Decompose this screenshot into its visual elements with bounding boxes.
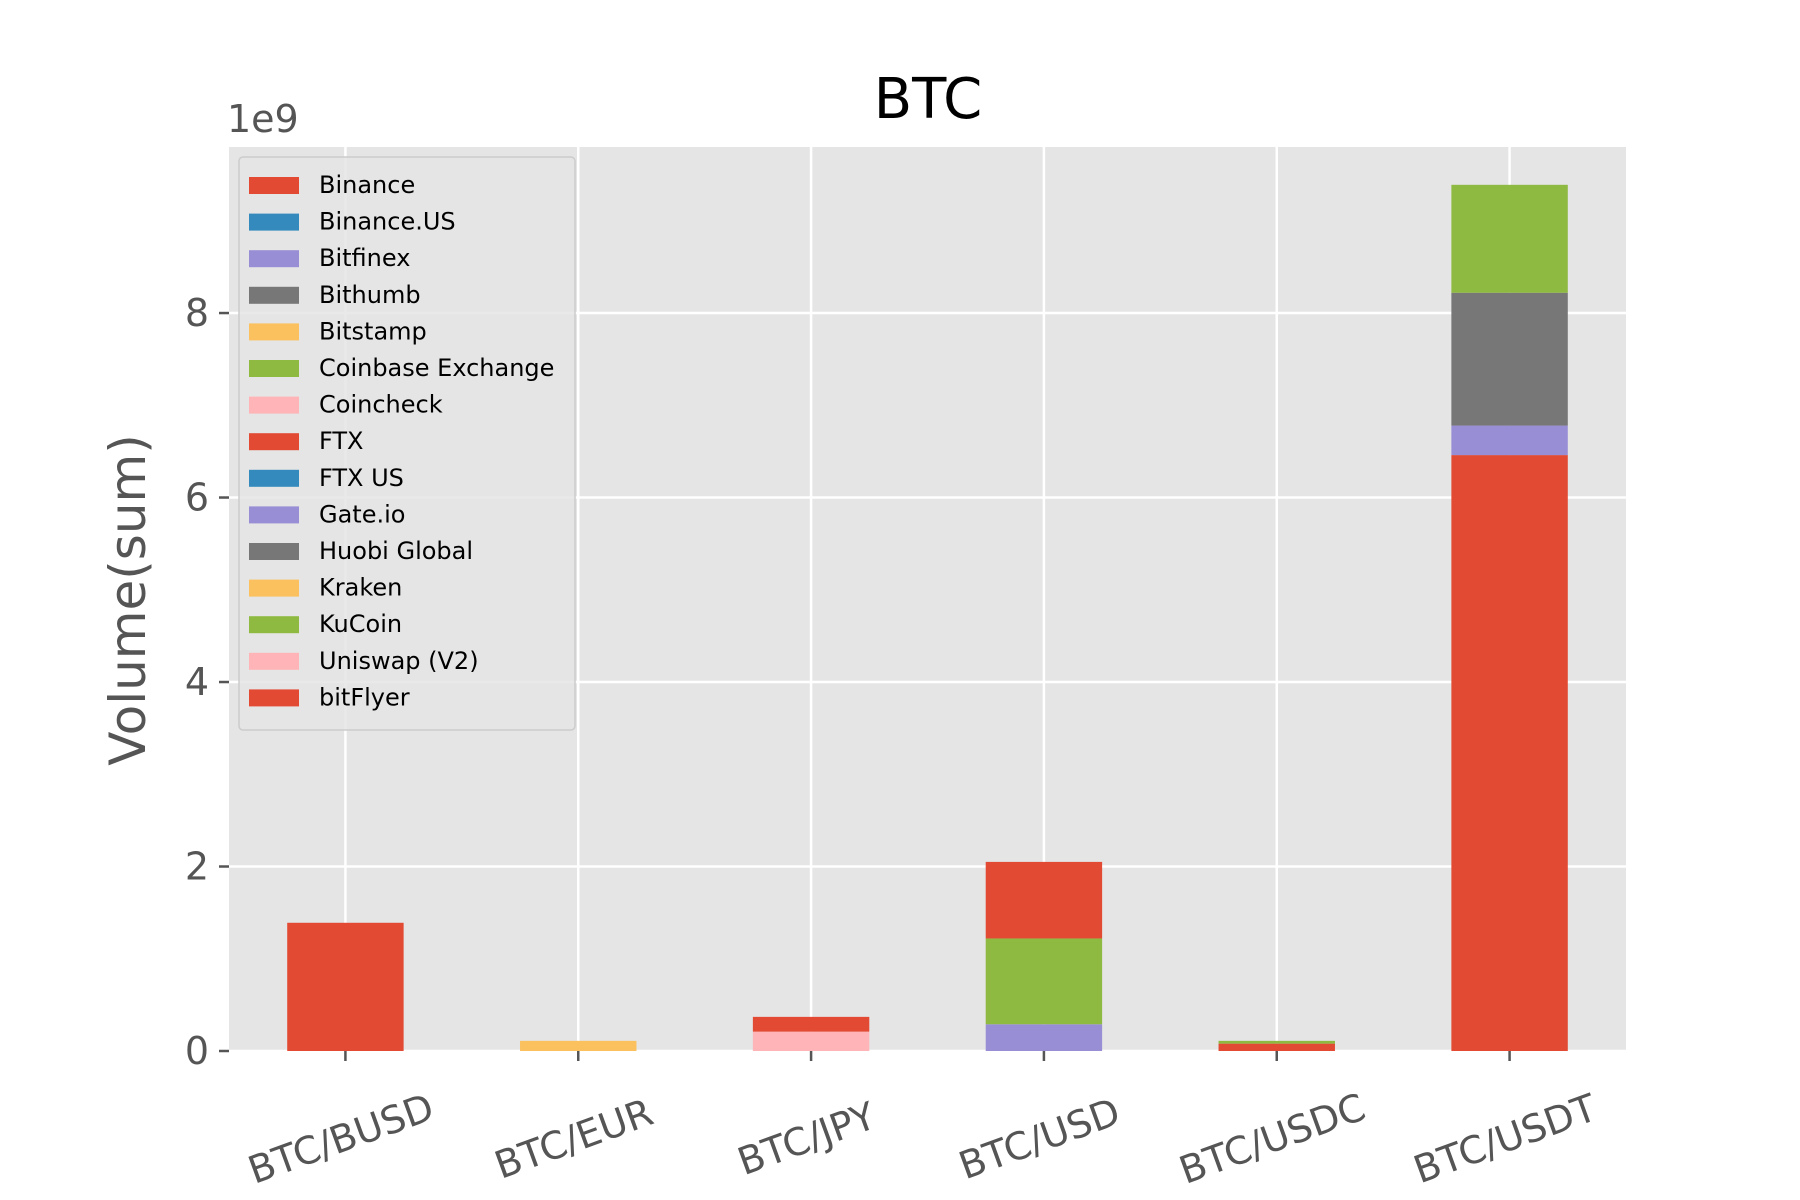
legend: Binance Binance.US Bitfinex Bithumb Bitstamp…	[238, 156, 576, 731]
legend-swatch	[249, 652, 299, 670]
legend-swatch	[249, 177, 299, 194]
legend-label: bitFlyer	[319, 683, 410, 711]
legend-swatch	[249, 286, 299, 304]
legend-label: Gate.io	[319, 500, 405, 528]
x-tick-label: BTC/USDT	[1408, 1085, 1603, 1192]
legend-label: Kraken	[319, 574, 402, 602]
bar-segment-kucoin-btc-usdt	[1451, 184, 1568, 293]
y-tick-label: 6	[185, 476, 209, 520]
legend-label: Bitfinex	[319, 244, 410, 272]
bar-segment-binance-btc-busd	[287, 922, 404, 1051]
legend-swatch	[249, 543, 299, 560]
legend-label: Bitstamp	[319, 317, 427, 345]
legend-label: FTX US	[319, 464, 404, 492]
legend-label: FTX	[319, 427, 363, 455]
x-tick-label: BTC/BUSD	[242, 1085, 439, 1193]
y-multiplier-label: 1e9	[227, 97, 299, 141]
bar-segment-coincheck-btc-jpy	[752, 1031, 870, 1051]
bar-segment-bitfinex-btc-usdt	[1451, 425, 1568, 456]
bar-segment-bitfinex-btc-usd	[985, 1024, 1103, 1051]
y-tick-label: 4	[185, 660, 209, 704]
y-tick-label: 8	[185, 291, 209, 335]
legend-label: KuCoin	[319, 610, 402, 638]
legend-box	[238, 156, 576, 731]
legend-swatch	[249, 396, 299, 414]
x-tick-label: BTC/USD	[953, 1089, 1126, 1188]
legend-label: Coinbase Exchange	[319, 354, 554, 382]
bar-segment-bitflyer-btc-jpy	[752, 1016, 870, 1032]
y-axis-label: Volume(sum)	[99, 434, 157, 765]
bar-segment-ftx-btc-usdc	[1218, 1043, 1335, 1051]
bar-segment-kraken-btc-eur	[520, 1040, 637, 1051]
legend-label: Coincheck	[319, 391, 443, 419]
legend-swatch	[249, 579, 299, 597]
legend-label: Binance	[319, 171, 415, 199]
legend-swatch	[249, 469, 299, 487]
legend-swatch	[249, 506, 299, 524]
legend-label: Binance.US	[319, 208, 456, 236]
legend-swatch	[249, 323, 299, 341]
legend-swatch	[249, 433, 299, 451]
chart-title: BTC	[874, 67, 982, 132]
legend-label: Uniswap (V2)	[319, 647, 479, 675]
legend-swatch	[249, 616, 299, 634]
y-tick-label: 2	[185, 845, 209, 889]
bar-segment-ftx-btc-usd	[985, 861, 1103, 939]
legend-swatch	[249, 360, 299, 377]
bar-segment-bithumb-btc-usdt	[1451, 292, 1568, 426]
x-tick-label: BTC/EUR	[489, 1090, 659, 1188]
bars	[287, 184, 1568, 1051]
bar-segment-kucoin-btc-usdc	[1218, 1040, 1335, 1044]
legend-swatch	[249, 213, 299, 231]
legend-swatch	[249, 689, 299, 707]
x-tick-label: BTC/JPY	[732, 1093, 882, 1183]
legend-label: Bithumb	[319, 281, 421, 309]
bar-segment-coinbase-exchange-btc-usd	[985, 938, 1103, 1025]
y-tick-label: 0	[185, 1029, 209, 1073]
x-tick-label: BTC/USDC	[1174, 1085, 1371, 1193]
legend-swatch	[249, 250, 299, 268]
legend-label: Huobi Global	[319, 537, 473, 565]
bar-segment-binance-btc-usdt	[1451, 455, 1568, 1051]
